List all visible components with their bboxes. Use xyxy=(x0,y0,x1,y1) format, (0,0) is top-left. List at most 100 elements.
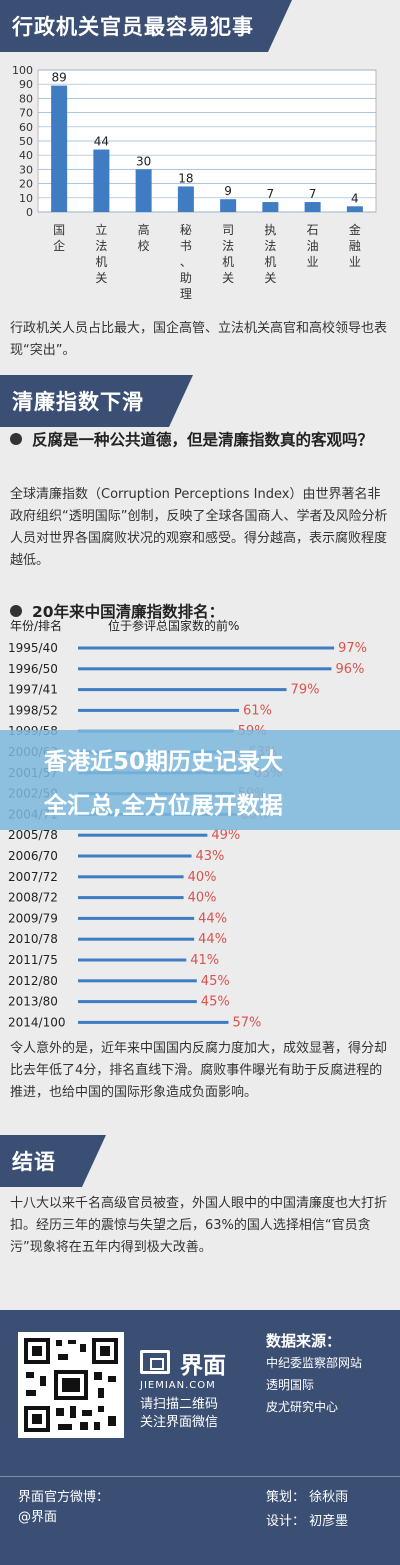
x-tick-label: 企 xyxy=(53,238,65,253)
y-tick-label: 100 xyxy=(12,64,33,77)
question-title-2: 20年来中国清廉指数排名： xyxy=(10,600,390,624)
x-tick-label: 油 xyxy=(307,239,319,253)
row-label: 2013/80 xyxy=(8,995,58,1009)
x-tick-label: 金 xyxy=(349,222,361,237)
x-tick-label: 业 xyxy=(307,255,319,269)
value-label: 57% xyxy=(232,1015,261,1030)
bar xyxy=(93,149,110,212)
designer-credit: 设计： 初彦墨 xyxy=(266,1514,349,1529)
qr-code-icon[interactable] xyxy=(18,1332,124,1438)
x-tick-label: 机 xyxy=(222,255,234,269)
bar xyxy=(78,896,184,900)
x-tick-label: 高 xyxy=(138,222,150,237)
bar xyxy=(78,1020,229,1024)
source-title: 数据来源： xyxy=(266,1332,342,1350)
value-label: 61% xyxy=(243,703,272,718)
logo-subtext: JIEMIAN.COM xyxy=(140,1380,216,1391)
question-body-1: 全球清廉指数（Corruption Perceptions Index）由世界著… xyxy=(10,487,388,568)
bar xyxy=(346,206,363,212)
x-tick-label: 石 xyxy=(307,223,319,237)
bar xyxy=(78,688,287,692)
row-label: 2010/78 xyxy=(8,932,58,946)
value-label: 44% xyxy=(198,911,227,926)
headline-overlay[interactable]: 香港近50期历史记录大 全汇总,全方位展开数据 xyxy=(0,730,400,830)
value-label: 44% xyxy=(198,932,227,947)
row-label: 2006/70 xyxy=(8,849,58,863)
headline-line-2: 全汇总,全方位展开数据 xyxy=(44,793,283,819)
source-item: 中纪委监察部网站 xyxy=(266,1356,363,1370)
x-tick-label: 法 xyxy=(222,239,234,253)
data-label: 89 xyxy=(51,71,66,85)
bar xyxy=(177,186,194,212)
row-label: 2007/72 xyxy=(8,870,58,884)
section-header-2: 清廉指数下滑 xyxy=(0,375,400,427)
value-label: 96% xyxy=(335,662,364,677)
bar xyxy=(78,708,240,712)
row-label: 2008/72 xyxy=(8,891,58,905)
row-label: 1995/40 xyxy=(8,641,58,655)
y-tick-label: 40 xyxy=(19,149,33,162)
row-label: 1998/52 xyxy=(8,703,58,717)
x-tick-label: 融 xyxy=(349,239,361,253)
column-header-left: 年份/排名 xyxy=(10,618,62,633)
row-label: 1996/50 xyxy=(8,662,58,676)
bar xyxy=(135,169,152,212)
x-tick-label: 立 xyxy=(95,222,107,237)
data-label: 9 xyxy=(224,184,232,198)
data-label: 7 xyxy=(309,187,317,201)
data-label: 4 xyxy=(351,191,359,205)
jiemian-logo-icon xyxy=(140,1350,170,1374)
weibo-handle[interactable]: @界面 xyxy=(18,1510,58,1525)
row-label: 1997/41 xyxy=(8,683,58,697)
data-label: 7 xyxy=(267,187,275,201)
x-tick-label: 法 xyxy=(264,239,276,253)
bar xyxy=(78,833,208,837)
data-label: 18 xyxy=(178,171,193,185)
x-tick-label: 机 xyxy=(264,255,276,269)
y-tick-label: 70 xyxy=(19,107,33,120)
bar xyxy=(51,85,68,212)
bar xyxy=(78,875,184,879)
conclusion-text: 十八大以来千名高级官员被查，外国人眼中的中国清廉度也大打折扣。经历三年的震惊与失… xyxy=(10,1196,388,1255)
x-tick-label: 关 xyxy=(264,271,276,285)
chart1-caption: 行政机关人员占比最大，国企高管、立法机关高官和高校领导也表现“突出”。 xyxy=(10,321,388,358)
bar xyxy=(78,958,187,962)
x-tick-label: 机 xyxy=(95,255,107,269)
bar xyxy=(304,202,321,212)
section-title-1: 行政机关官员最容易犯事 xyxy=(12,15,254,39)
x-tick-label: 法 xyxy=(95,239,107,253)
bar xyxy=(78,854,192,858)
y-tick-label: 0 xyxy=(26,206,33,219)
value-label: 40% xyxy=(188,891,217,906)
footer-divider xyxy=(0,1476,400,1477)
x-tick-label: 关 xyxy=(222,271,234,285)
data-label: 44 xyxy=(94,135,109,149)
section-header-3: 结语 xyxy=(0,1135,400,1187)
x-tick-label: 理 xyxy=(180,287,192,301)
y-tick-label: 10 xyxy=(19,192,33,205)
row-label: 2005/78 xyxy=(8,828,58,842)
row-label: 2009/79 xyxy=(8,911,58,925)
value-label: 40% xyxy=(188,870,217,885)
row-label: 2011/75 xyxy=(8,953,58,967)
x-tick-label: 校 xyxy=(138,238,150,253)
section-title-2: 清廉指数下滑 xyxy=(12,390,144,414)
bar xyxy=(78,979,197,983)
logo-text: 界面 xyxy=(180,1353,226,1379)
y-tick-label: 80 xyxy=(19,92,33,105)
row-label: 2014/100 xyxy=(8,1015,66,1029)
x-tick-label: 书 xyxy=(180,239,192,253)
column-header-right: 位于参评总国家数的前% xyxy=(108,618,239,633)
y-tick-label: 30 xyxy=(19,163,33,176)
bar xyxy=(78,916,195,920)
value-label: 45% xyxy=(201,995,230,1010)
value-label: 79% xyxy=(291,683,320,698)
value-label: 41% xyxy=(190,953,219,968)
x-tick-label: 秘 xyxy=(180,223,192,237)
y-tick-label: 60 xyxy=(19,121,33,134)
headline-line-1: 香港近50期历史记录大 xyxy=(44,749,284,775)
bar xyxy=(220,199,237,212)
value-label: 45% xyxy=(201,974,230,989)
weibo-label: 界面官方微博： xyxy=(18,1490,110,1505)
y-tick-label: 50 xyxy=(19,135,33,148)
